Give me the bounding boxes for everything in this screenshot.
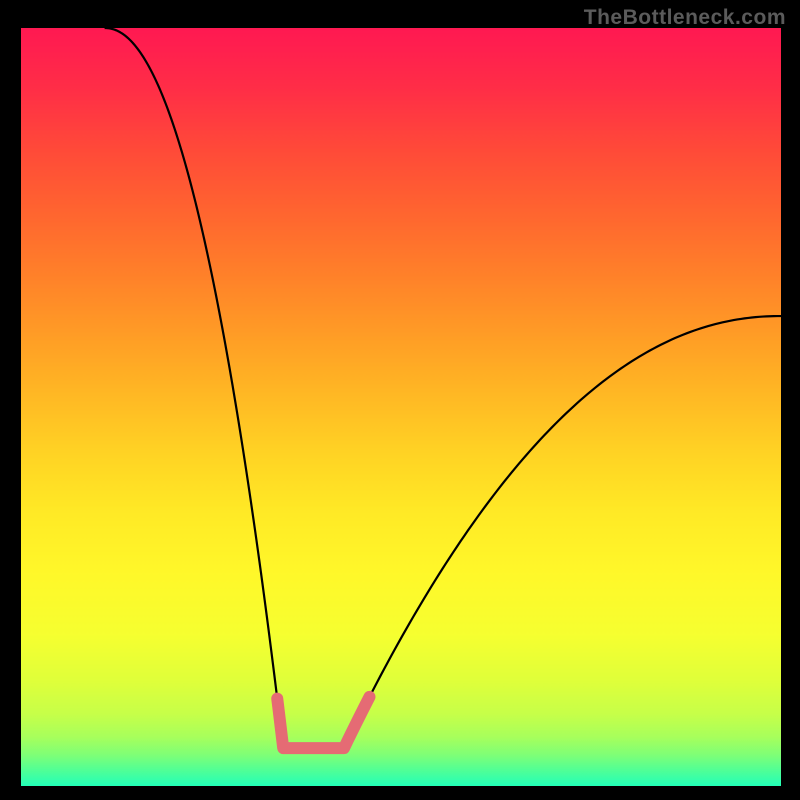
bottleneck-curve-overlay [0,0,800,800]
chart-container: TheBottleneck.com [0,0,800,800]
bottleneck-curve [105,28,781,748]
bottleneck-curve-highlight [277,697,369,748]
watermark-label: TheBottleneck.com [584,6,786,30]
